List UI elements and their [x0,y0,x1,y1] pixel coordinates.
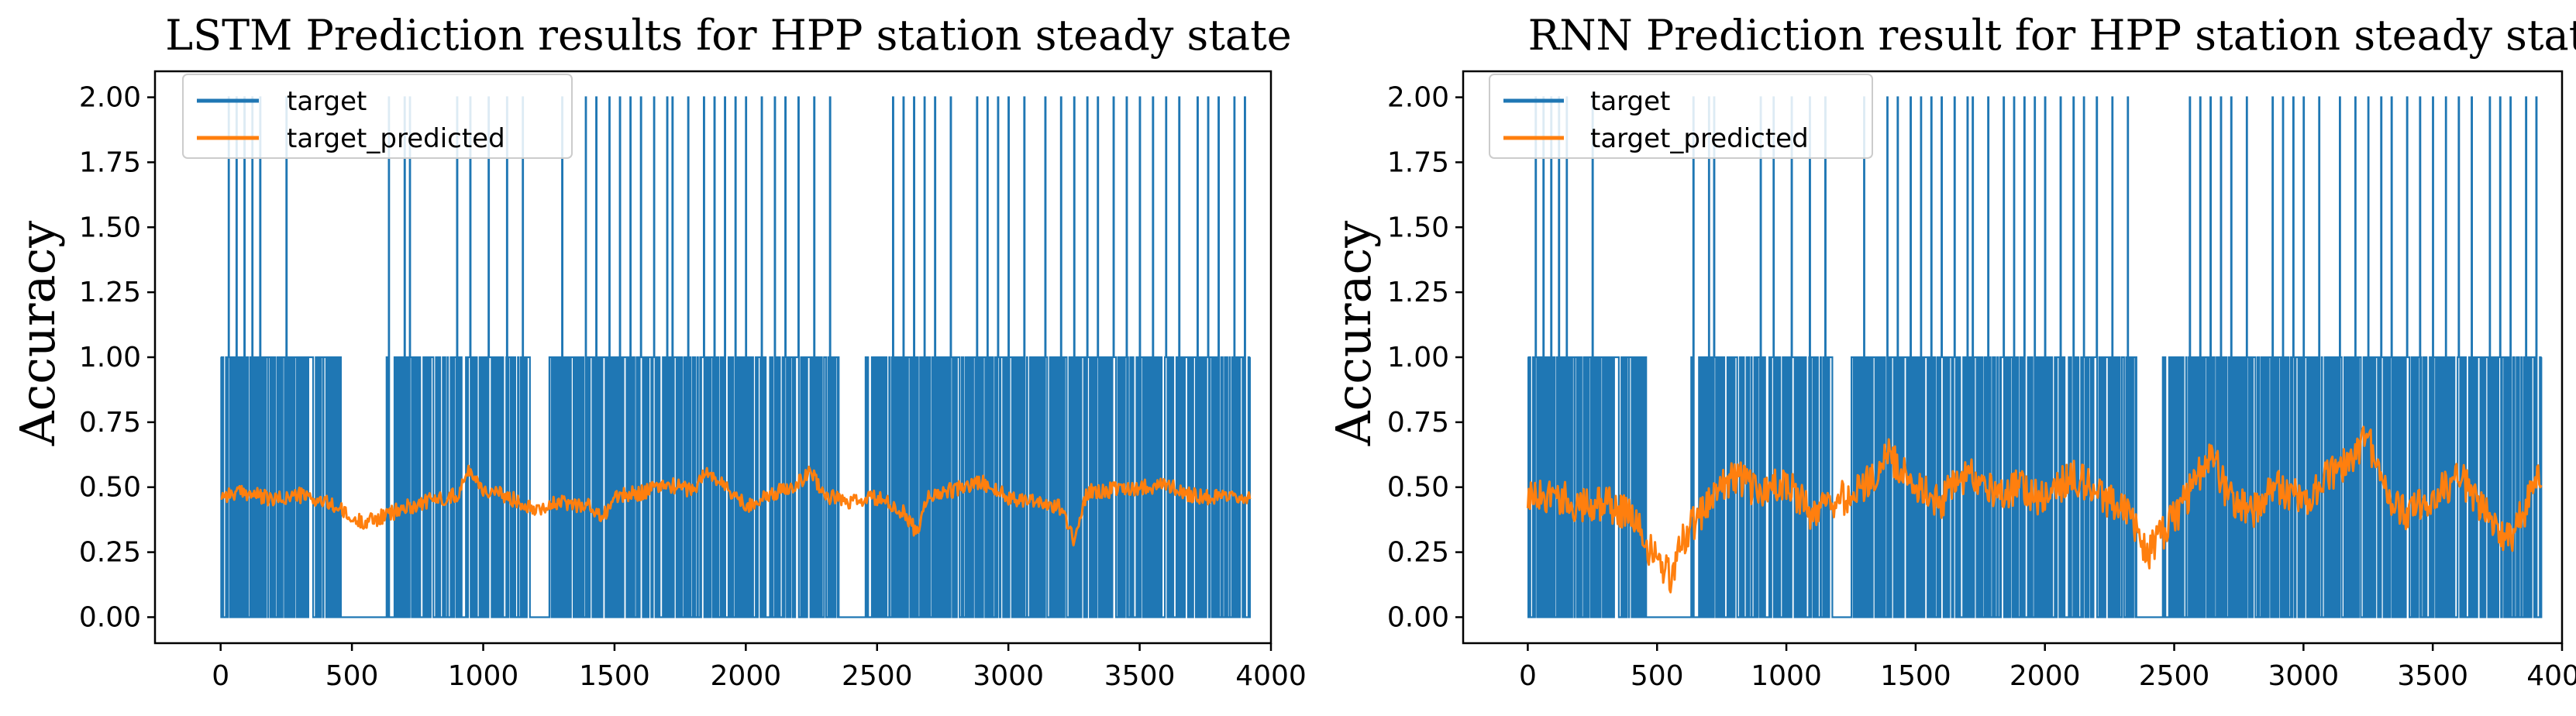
lstm-legend-predicted-label: target_predicted [287,123,505,154]
lstm-xtick-label: 1000 [448,660,519,692]
rnn-legend: target target_predicted [1489,74,1873,159]
rnn-xtick-label: 500 [1631,660,1684,692]
lstm-target-predicted-line [220,464,1252,547]
lstm-xtick-label: 3500 [1104,660,1176,692]
lstm-legend-target-label: target [287,86,367,117]
rnn-y-axis-label: Accuracy [1325,221,1382,447]
lstm-xtick-label: 2500 [842,660,913,692]
rnn-xtick-label: 0 [1519,660,1537,692]
lstm-xtick-label: 4000 [1235,660,1307,692]
rnn-ytick-label: 0.75 [1387,407,1449,439]
rnn-ytick-label: 1.00 [1387,342,1449,373]
rnn-xtick-label: 2000 [2009,660,2081,692]
lstm-legend-box [182,74,573,159]
rnn-legend-predicted-label: target_predicted [1590,123,1809,154]
rnn-ytick-label: 1.50 [1387,212,1449,243]
lstm-target-line [220,96,1251,618]
rnn-xtick-label: 4000 [2526,660,2576,692]
rnn-xtick-label: 3000 [2268,660,2340,692]
rnn-ytick-label: 1.75 [1387,146,1449,178]
rnn-ytick-label: 2.00 [1387,82,1449,114]
lstm-ytick-label: 0.50 [79,472,141,504]
lstm-ytick-label: 0.75 [79,407,141,439]
rnn-legend-box [1489,74,1873,159]
rnn-ytick-label: 0.50 [1387,472,1449,504]
lstm-xtick-label: 500 [325,660,379,692]
lstm-ytick-label: 0.25 [79,537,141,569]
lstm-y-axis-label: Accuracy [9,221,66,447]
lstm-ytick-label: 0.00 [79,601,141,633]
rnn-xtick-label: 3500 [2397,660,2468,692]
lstm-chart: LSTM Prediction results for HPP station … [9,11,1307,692]
rnn-legend-target-label: target [1590,86,1670,117]
lstm-ytick-label: 1.25 [79,277,141,308]
lstm-xtick-label: 0 [212,660,229,692]
lstm-chart-title: LSTM Prediction results for HPP station … [165,11,1292,60]
rnn-xtick-label: 2500 [2139,660,2210,692]
rnn-ytick-label: 1.25 [1387,277,1449,308]
rnn-chart: RNN Prediction result for HPP station st… [1325,11,2576,692]
lstm-ytick-label: 1.50 [79,212,141,243]
rnn-chart-title: RNN Prediction result for HPP station st… [1528,11,2576,60]
rnn-ytick-label: 0.00 [1387,601,1449,633]
rnn-xtick-label: 1000 [1751,660,1822,692]
lstm-xtick-label: 3000 [973,660,1044,692]
lstm-ytick-label: 1.75 [79,146,141,178]
rnn-target-predicted-line [1526,425,2543,594]
lstm-xtick-label: 1500 [579,660,650,692]
rnn-xtick-label: 1500 [1880,660,1951,692]
lstm-ytick-label: 1.00 [79,342,141,373]
rnn-ytick-label: 0.25 [1387,537,1449,569]
lstm-legend: target target_predicted [182,74,573,159]
lstm-xtick-label: 2000 [711,660,782,692]
lstm-ytick-label: 2.00 [79,82,141,114]
